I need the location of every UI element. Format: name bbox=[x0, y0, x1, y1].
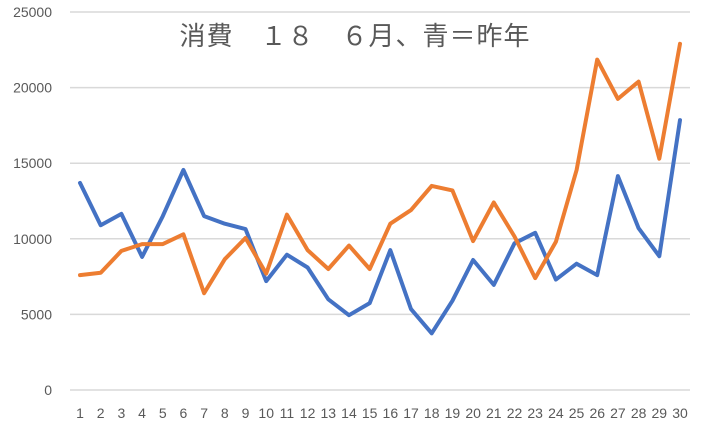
y-tick-label: 25000 bbox=[13, 4, 52, 20]
x-tick-label: 5 bbox=[159, 405, 167, 421]
y-tick-label: 15000 bbox=[13, 155, 52, 171]
x-tick-label: 12 bbox=[300, 405, 316, 421]
x-tick-label: 18 bbox=[424, 405, 440, 421]
y-tick-label: 20000 bbox=[13, 80, 52, 96]
x-tick-label: 11 bbox=[280, 405, 295, 421]
x-tick-label: 21 bbox=[486, 405, 502, 421]
x-tick-label: 9 bbox=[242, 405, 250, 421]
x-tick-label: 10 bbox=[258, 405, 274, 421]
x-tick-label: 19 bbox=[445, 405, 461, 421]
series-lines bbox=[78, 41, 682, 336]
y-tick-label: 0 bbox=[44, 382, 52, 398]
x-tick-label: 3 bbox=[117, 405, 125, 421]
x-tick-label: 28 bbox=[631, 405, 647, 421]
x-tick-label: 14 bbox=[341, 405, 357, 421]
x-tick-label: 25 bbox=[569, 405, 585, 421]
x-tick-label: 29 bbox=[652, 405, 668, 421]
y-tick-label: 10000 bbox=[13, 231, 52, 247]
x-tick-label: 26 bbox=[589, 405, 605, 421]
y-axis: 0 5000 10000 15000 20000 25000 bbox=[13, 4, 52, 398]
chart-title: 消費 １８ ６月、青＝昨年 bbox=[179, 22, 530, 52]
x-tick-label: 2 bbox=[97, 405, 105, 421]
x-tick-label: 17 bbox=[403, 405, 419, 421]
x-tick-label: 27 bbox=[610, 405, 626, 421]
x-tick-label: 13 bbox=[320, 405, 336, 421]
x-tick-label: 16 bbox=[383, 405, 399, 421]
x-tick-label: 7 bbox=[200, 405, 208, 421]
x-tick-label: 23 bbox=[527, 405, 543, 421]
x-axis: 1 2 3 4 5 6 7 8 9 10 11 12 13 14 15 16 17 18 19 20 21 22 23 24 2… bbox=[76, 405, 688, 421]
x-tick-label: 20 bbox=[465, 405, 481, 421]
x-tick-label: 24 bbox=[548, 405, 564, 421]
y-tick-label: 5000 bbox=[21, 306, 52, 322]
x-tick-label: 22 bbox=[507, 405, 523, 421]
x-tick-label: 4 bbox=[138, 405, 146, 421]
series-line-blue bbox=[78, 118, 682, 336]
x-tick-label: 6 bbox=[180, 405, 188, 421]
x-tick-label: 8 bbox=[221, 405, 229, 421]
series-line-orange bbox=[78, 41, 682, 296]
x-tick-label: 30 bbox=[672, 405, 688, 421]
x-tick-label: 15 bbox=[362, 405, 378, 421]
x-tick-label: 1 bbox=[76, 405, 84, 421]
